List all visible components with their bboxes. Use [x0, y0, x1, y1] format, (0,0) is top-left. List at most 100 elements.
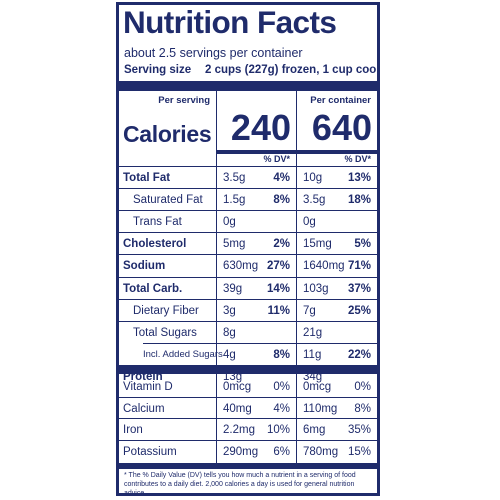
calories-per-serving: 240 [230, 107, 291, 148]
nutrient-label: Saturated Fat [133, 194, 203, 207]
dv-per-container: 25% [347, 304, 371, 317]
nutrient-row: Iron 2.2mg 10% 6mg 35% [119, 419, 377, 441]
nutrient-label: Vitamin D [123, 381, 173, 393]
dv-per-container: 35% [347, 424, 371, 436]
row-divider [119, 364, 377, 366]
nutrition-facts-label: Nutrition Facts about 2.5 servings per c… [116, 2, 380, 496]
amount-per-serving: 4g [223, 348, 236, 361]
amount-per-container: 11g [303, 348, 322, 361]
label-title: Nutrition Facts [123, 4, 337, 40]
nutrient-row: Sodium 630mg 27% 1640mg 71% [119, 255, 377, 277]
footnote: * The % Daily Value (DV) tells you how m… [124, 472, 356, 496]
protein-divider [119, 366, 377, 374]
amount-per-serving: 0mcg [223, 381, 252, 393]
nutrient-row: Cholesterol 5mg 2% 15mg 5% [119, 233, 377, 255]
row-divider [119, 188, 377, 190]
dv-per-container: 71% [347, 260, 371, 273]
amount-per-serving: 290mg [223, 445, 259, 458]
dv-per-serving: 0% [273, 381, 290, 393]
per-container-header: Per container [310, 95, 371, 106]
row-divider [119, 439, 377, 441]
nutrient-label: Cholesterol [123, 238, 187, 251]
dv-per-container: 5% [354, 238, 371, 251]
nutrient-label: Dietary Fiber [133, 304, 199, 317]
serving-size-label: Serving size [124, 64, 192, 76]
amount-per-container: 6mg [303, 424, 326, 436]
per-serving-header: Per serving [158, 95, 210, 106]
amount-per-serving: 8g [223, 326, 236, 339]
nutrient-row: Vitamin D 0mcg 0% 0mcg 0% [119, 376, 377, 398]
dv-per-serving: 4% [273, 402, 290, 415]
amount-per-container: 103g [303, 282, 329, 295]
row-divider [119, 232, 377, 234]
row-divider [119, 418, 377, 419]
column-divider-left [216, 91, 217, 366]
amount-per-serving: 5mg [223, 238, 246, 251]
dv-header-serving: % DV* [263, 154, 290, 164]
thick-divider [119, 81, 377, 91]
dv-per-container: 18% [347, 194, 371, 207]
nutrient-row: Total Sugars 8g 21g [119, 322, 377, 344]
nutrient-row: Calcium 40mg 4% 110mg 8% [119, 398, 377, 420]
amount-per-serving: 3.5g [223, 172, 246, 184]
dv-header-container: % DV* [344, 154, 371, 164]
nutrient-label: Iron [123, 424, 143, 436]
nutrient-label: Total Carb. [123, 282, 183, 295]
nutrient-row: Potassium 290mg 6% 780mg 15% [119, 441, 377, 463]
nutrient-label: Trans Fat [133, 216, 182, 229]
amount-per-container: 10g [303, 172, 323, 184]
column-divider-right [296, 91, 297, 366]
dv-per-serving: 14% [266, 282, 290, 295]
amount-per-serving: 0g [223, 216, 236, 229]
nutrient-row: Total Carb. 39g 14% 103g 37% [119, 278, 377, 300]
dv-per-container: 0% [354, 381, 371, 393]
nutrient-label: Incl. Added Sugars [143, 348, 223, 360]
dv-per-serving: 10% [266, 424, 290, 436]
nutrient-row: Trans Fat 0g 0g [119, 211, 377, 233]
amount-per-container: 15mg [303, 238, 332, 251]
amount-per-container: 780mg [303, 445, 339, 458]
dv-per-container: 15% [347, 445, 371, 458]
row-divider [119, 254, 377, 256]
row-divider [119, 320, 377, 322]
nutrient-label: Sodium [123, 260, 166, 273]
footnote-divider [119, 463, 377, 469]
amount-per-container: 0g [303, 216, 316, 229]
row-divider [119, 276, 377, 278]
dv-per-serving: 27% [266, 260, 290, 273]
dv-per-serving: 2% [273, 238, 290, 251]
nutrient-label: Total Fat [123, 172, 171, 184]
amount-per-container: 3.5g [303, 194, 326, 207]
dv-per-serving: 6% [273, 445, 290, 458]
calories-per-container: 640 [311, 107, 372, 148]
amount-per-serving: 2.2mg [223, 424, 255, 436]
dv-per-serving: 4% [273, 172, 290, 184]
nutrient-row: Dietary Fiber 3g 11% 7g 25% [119, 300, 377, 322]
row-divider [119, 396, 377, 398]
amount-per-container: 21g [303, 326, 323, 339]
amount-per-serving: 3g [223, 304, 236, 317]
amount-per-serving: 40mg [223, 402, 252, 415]
dv-per-container: 13% [347, 172, 371, 184]
amount-per-serving: 1.5g [223, 194, 246, 207]
nutrient-row: Saturated Fat 1.5g 8% 3.5g 18% [119, 189, 377, 211]
dv-per-serving: 8% [273, 194, 290, 207]
servings-per-container: about 2.5 servings per container [124, 46, 303, 60]
dv-divider [119, 166, 377, 167]
nutrient-row: Total Fat 3.5g 4% 10g 13% [119, 167, 377, 189]
nutrient-row: Incl. Added Sugars 4g 8% 11g 22% [119, 344, 377, 366]
row-divider [119, 298, 377, 300]
row-divider [143, 342, 377, 344]
calories-divider [216, 150, 377, 154]
amount-per-serving: 39g [223, 282, 243, 295]
nutrient-label: Total Sugars [133, 326, 197, 339]
amount-per-container: 1640mg [303, 260, 345, 273]
amount-per-serving: 630mg [223, 260, 259, 273]
amount-per-container: 7g [303, 304, 316, 317]
amount-per-container: 0mcg [303, 381, 332, 393]
dv-per-serving: 11% [267, 304, 290, 317]
serving-size-value: 2 cups (227g) frozen, 1 cup cooked [205, 64, 380, 76]
dv-per-container: 22% [347, 348, 371, 361]
nutrient-label: Potassium [123, 445, 177, 458]
nutrient-label: Calcium [123, 402, 165, 415]
